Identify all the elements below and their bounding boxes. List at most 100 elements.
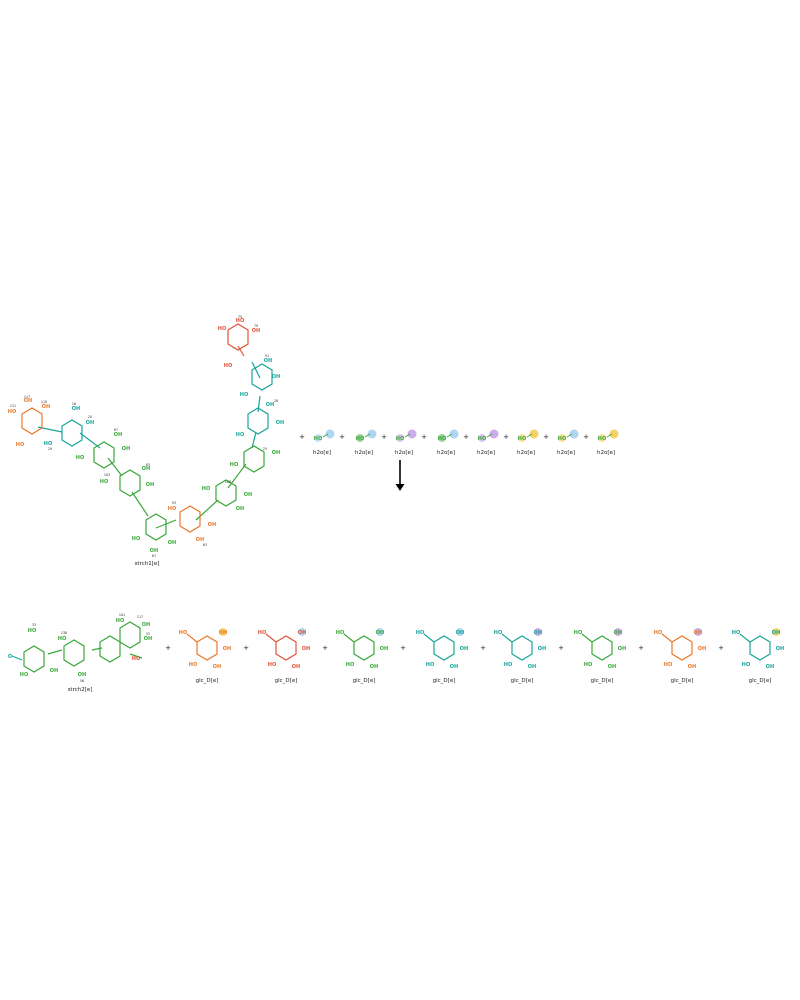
plus-sign: + (165, 644, 171, 652)
svg-text:OH: OH (168, 540, 176, 546)
glucose-atom: OH (618, 646, 626, 652)
glucose-molecule: HO OH OH HO OH glc_D[e] (574, 628, 626, 684)
glucose-atom: OH (688, 664, 696, 670)
strch1-molecule: HO OH OH HO OH OH HO OH HO OH OH HO OH H… (8, 315, 284, 567)
glucose-atom: OH (298, 630, 306, 636)
svg-text:OH: OH (86, 420, 94, 426)
glucose-atom: OH (213, 664, 221, 670)
svg-text:OH: OH (142, 622, 150, 628)
svg-text:HO: HO (168, 506, 176, 512)
plus-sign: + (718, 644, 724, 652)
svg-text:OH: OH (150, 548, 158, 554)
svg-text:HO: HO (8, 409, 16, 415)
water-label: h2o[e] (597, 450, 615, 456)
glucose-atom: OH (370, 664, 378, 670)
glucose-molecule: HO OH OH HO OH glc_D[e] (416, 628, 468, 684)
water-molecules: HO h2o[e] + HO h2o[e] + HO h2o[e] + HO h2o[e] + HO h2… (313, 429, 619, 456)
glucose-atom: OH (534, 630, 542, 636)
glucose-atom: OH (608, 664, 616, 670)
reaction-arrow (395, 460, 405, 491)
svg-text:56: 56 (80, 679, 84, 683)
glucose-atom: OH (528, 664, 536, 670)
plus-sign: + (558, 644, 564, 652)
svg-text:OH: OH (252, 328, 260, 334)
water-atom: HO (558, 436, 566, 442)
water-molecule: HO h2o[e] (477, 429, 499, 456)
svg-text:101: 101 (119, 613, 125, 617)
plus-sign: + (243, 644, 249, 652)
svg-text:33: 33 (32, 623, 36, 627)
water-atom: HO (356, 436, 364, 442)
glucose-atom: HO (426, 662, 434, 668)
water-molecule: HO h2o[e] (557, 429, 579, 456)
svg-text:93: 93 (172, 501, 176, 505)
glucose-label: glc_D[e] (511, 678, 534, 684)
svg-text:HO: HO (76, 455, 84, 461)
strch2-label: strch2[e] (68, 687, 93, 693)
water-label: h2o[e] (477, 450, 495, 456)
svg-text:29: 29 (48, 447, 52, 451)
svg-text:25: 25 (263, 447, 267, 451)
plus-sign: + (503, 433, 509, 441)
svg-text:OH: OH (196, 537, 204, 543)
svg-text:HO: HO (224, 363, 232, 369)
glucose-atom: HO (494, 630, 502, 636)
svg-text:87: 87 (114, 428, 118, 432)
svg-text:75: 75 (238, 315, 242, 319)
svg-text:OH: OH (122, 446, 130, 452)
plus-sign: + (381, 433, 387, 441)
glucose-molecule: HO OH OH HO OH glc_D[e] (179, 628, 231, 684)
glucose-molecule: HO OH OH HO OH glc_D[e] (494, 628, 546, 684)
svg-text:OH: OH (142, 466, 150, 472)
glucose-atom: HO (732, 630, 740, 636)
glucose-atom: OH (223, 646, 231, 652)
glucose-atom: OH (772, 630, 780, 636)
glucose-atom: HO (664, 662, 672, 668)
water-label: h2o[e] (395, 450, 413, 456)
glucose-atom: HO (416, 630, 424, 636)
svg-text:HO: HO (116, 618, 124, 624)
svg-text:HO: HO (58, 636, 66, 642)
water-label: h2o[e] (437, 450, 455, 456)
svg-text:HO: HO (100, 479, 108, 485)
plus-sign: + (463, 433, 469, 441)
water-label: h2o[e] (517, 450, 535, 456)
plus-sign: + (480, 644, 486, 652)
svg-text:OH: OH (114, 432, 122, 438)
svg-text:OH: OH (244, 492, 252, 498)
svg-text:HO: HO (240, 392, 248, 398)
svg-text:OH: OH (42, 404, 50, 410)
glucose-atom: HO (179, 630, 187, 636)
glucose-atom: HO (574, 630, 582, 636)
plus-sign: + (339, 433, 345, 441)
water-molecule: HO h2o[e] (437, 429, 459, 456)
glucose-atom: HO (584, 662, 592, 668)
glucose-atom: HO (268, 662, 276, 668)
water-molecule: HO h2o[e] (313, 429, 335, 456)
glucose-atom: OH (380, 646, 388, 652)
svg-text:HO: HO (132, 536, 140, 542)
water-molecule: HO h2o[e] (355, 429, 377, 456)
svg-text:HO: HO (16, 442, 24, 448)
svg-text:121: 121 (10, 404, 16, 408)
glucose-atom: OH (766, 664, 774, 670)
glucose-atom: OH (776, 646, 784, 652)
glucose-molecule: HO OH OH HO OH glc_D[e] (732, 628, 784, 684)
glucose-atom: OH (219, 630, 227, 636)
glucose-atom: HO (504, 662, 512, 668)
glucose-label: glc_D[e] (591, 678, 614, 684)
plus-sign: + (543, 433, 549, 441)
svg-text:16: 16 (72, 402, 76, 406)
svg-text:117: 117 (137, 615, 143, 619)
svg-text:HO: HO (20, 672, 28, 678)
svg-text:32: 32 (146, 632, 150, 636)
strch1-label: strch1[e] (135, 561, 160, 567)
glucose-atom: HO (258, 630, 266, 636)
glucose-atom: OH (698, 646, 706, 652)
svg-text:20: 20 (88, 415, 92, 419)
svg-text:HO: HO (202, 486, 210, 492)
glucose-atom: HO (742, 662, 750, 668)
svg-text:138: 138 (61, 631, 67, 635)
plus-sign: + (299, 433, 305, 441)
svg-text:OH: OH (24, 398, 32, 404)
